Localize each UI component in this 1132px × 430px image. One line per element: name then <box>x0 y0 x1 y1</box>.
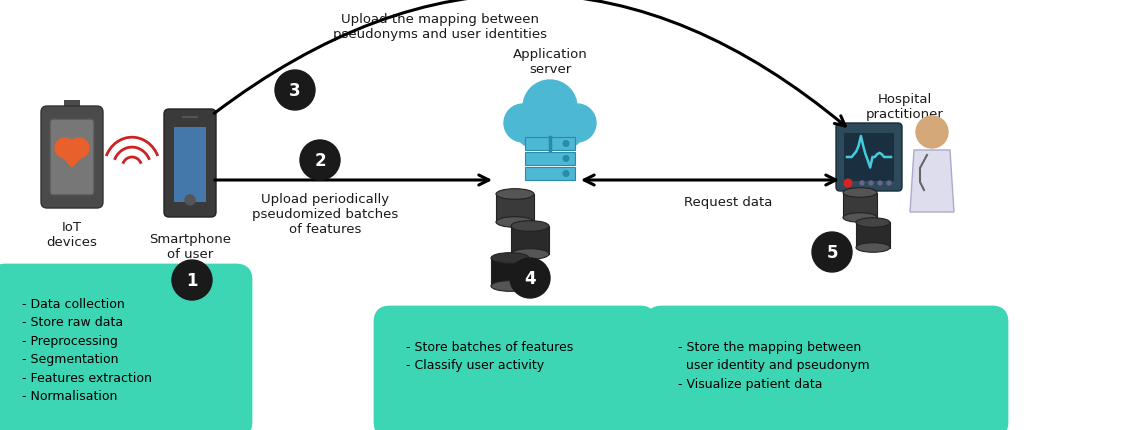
Circle shape <box>558 105 597 143</box>
Bar <box>856 223 890 248</box>
Text: - Store batches of features
- Classify user activity: - Store batches of features - Classify u… <box>406 340 573 372</box>
Text: Application
server: Application server <box>513 48 588 76</box>
Ellipse shape <box>511 249 549 260</box>
Bar <box>174 128 206 203</box>
Circle shape <box>844 180 851 187</box>
Bar <box>65 189 80 200</box>
Bar <box>844 134 894 181</box>
Circle shape <box>878 181 882 186</box>
Bar <box>525 138 575 150</box>
Circle shape <box>887 181 891 186</box>
Text: IoT
devices: IoT devices <box>46 221 97 249</box>
Ellipse shape <box>856 218 890 228</box>
FancyBboxPatch shape <box>0 265 251 430</box>
Text: 2: 2 <box>315 152 326 169</box>
Circle shape <box>523 81 577 135</box>
Text: - Data collection
- Store raw data
- Preprocessing
- Segmentation
- Features ext: - Data collection - Store raw data - Pre… <box>22 297 152 402</box>
Text: Hospital
practitioner: Hospital practitioner <box>866 93 944 121</box>
Ellipse shape <box>496 217 534 228</box>
Bar <box>525 168 575 181</box>
FancyBboxPatch shape <box>164 110 216 218</box>
Circle shape <box>812 233 852 272</box>
Bar <box>525 153 575 166</box>
Bar <box>843 193 877 218</box>
Circle shape <box>515 106 559 150</box>
Ellipse shape <box>856 243 890 253</box>
Text: 1: 1 <box>187 271 198 289</box>
Text: Request data: Request data <box>684 196 772 209</box>
Circle shape <box>511 258 550 298</box>
Circle shape <box>172 261 212 300</box>
Circle shape <box>275 71 315 111</box>
FancyArrowPatch shape <box>214 0 846 127</box>
Bar <box>65 101 80 113</box>
Circle shape <box>541 106 585 150</box>
Text: - Store the mapping between
  user identity and pseudonym
- Visualize patient da: - Store the mapping between user identit… <box>678 340 869 390</box>
Text: Upload periodically
pseudomized batches
of features: Upload periodically pseudomized batches … <box>252 193 398 236</box>
Circle shape <box>860 181 864 186</box>
Bar <box>491 258 529 286</box>
Circle shape <box>504 105 542 143</box>
Text: 4: 4 <box>524 269 535 287</box>
FancyBboxPatch shape <box>50 120 94 196</box>
Bar <box>496 194 534 222</box>
Ellipse shape <box>491 253 529 264</box>
Ellipse shape <box>843 188 877 198</box>
FancyBboxPatch shape <box>41 107 103 209</box>
Ellipse shape <box>511 221 549 232</box>
Circle shape <box>869 181 873 186</box>
Text: Smartphone
of user: Smartphone of user <box>149 233 231 261</box>
FancyBboxPatch shape <box>837 124 902 191</box>
Ellipse shape <box>843 213 877 223</box>
Ellipse shape <box>491 281 529 292</box>
Polygon shape <box>55 150 88 168</box>
Circle shape <box>185 196 195 206</box>
Bar <box>511 227 549 255</box>
Circle shape <box>916 117 947 149</box>
Text: 5: 5 <box>826 243 838 261</box>
Ellipse shape <box>496 189 534 200</box>
FancyBboxPatch shape <box>648 307 1007 430</box>
Circle shape <box>55 139 75 159</box>
Circle shape <box>69 139 89 159</box>
Circle shape <box>564 141 568 147</box>
Circle shape <box>300 141 340 181</box>
FancyBboxPatch shape <box>375 307 655 430</box>
Bar <box>520 116 580 138</box>
Polygon shape <box>910 150 954 212</box>
Circle shape <box>564 157 568 162</box>
Circle shape <box>564 171 568 177</box>
Text: Upload the mapping between
pseudonyms and user identities: Upload the mapping between pseudonyms an… <box>333 13 547 41</box>
Text: 3: 3 <box>289 82 301 100</box>
